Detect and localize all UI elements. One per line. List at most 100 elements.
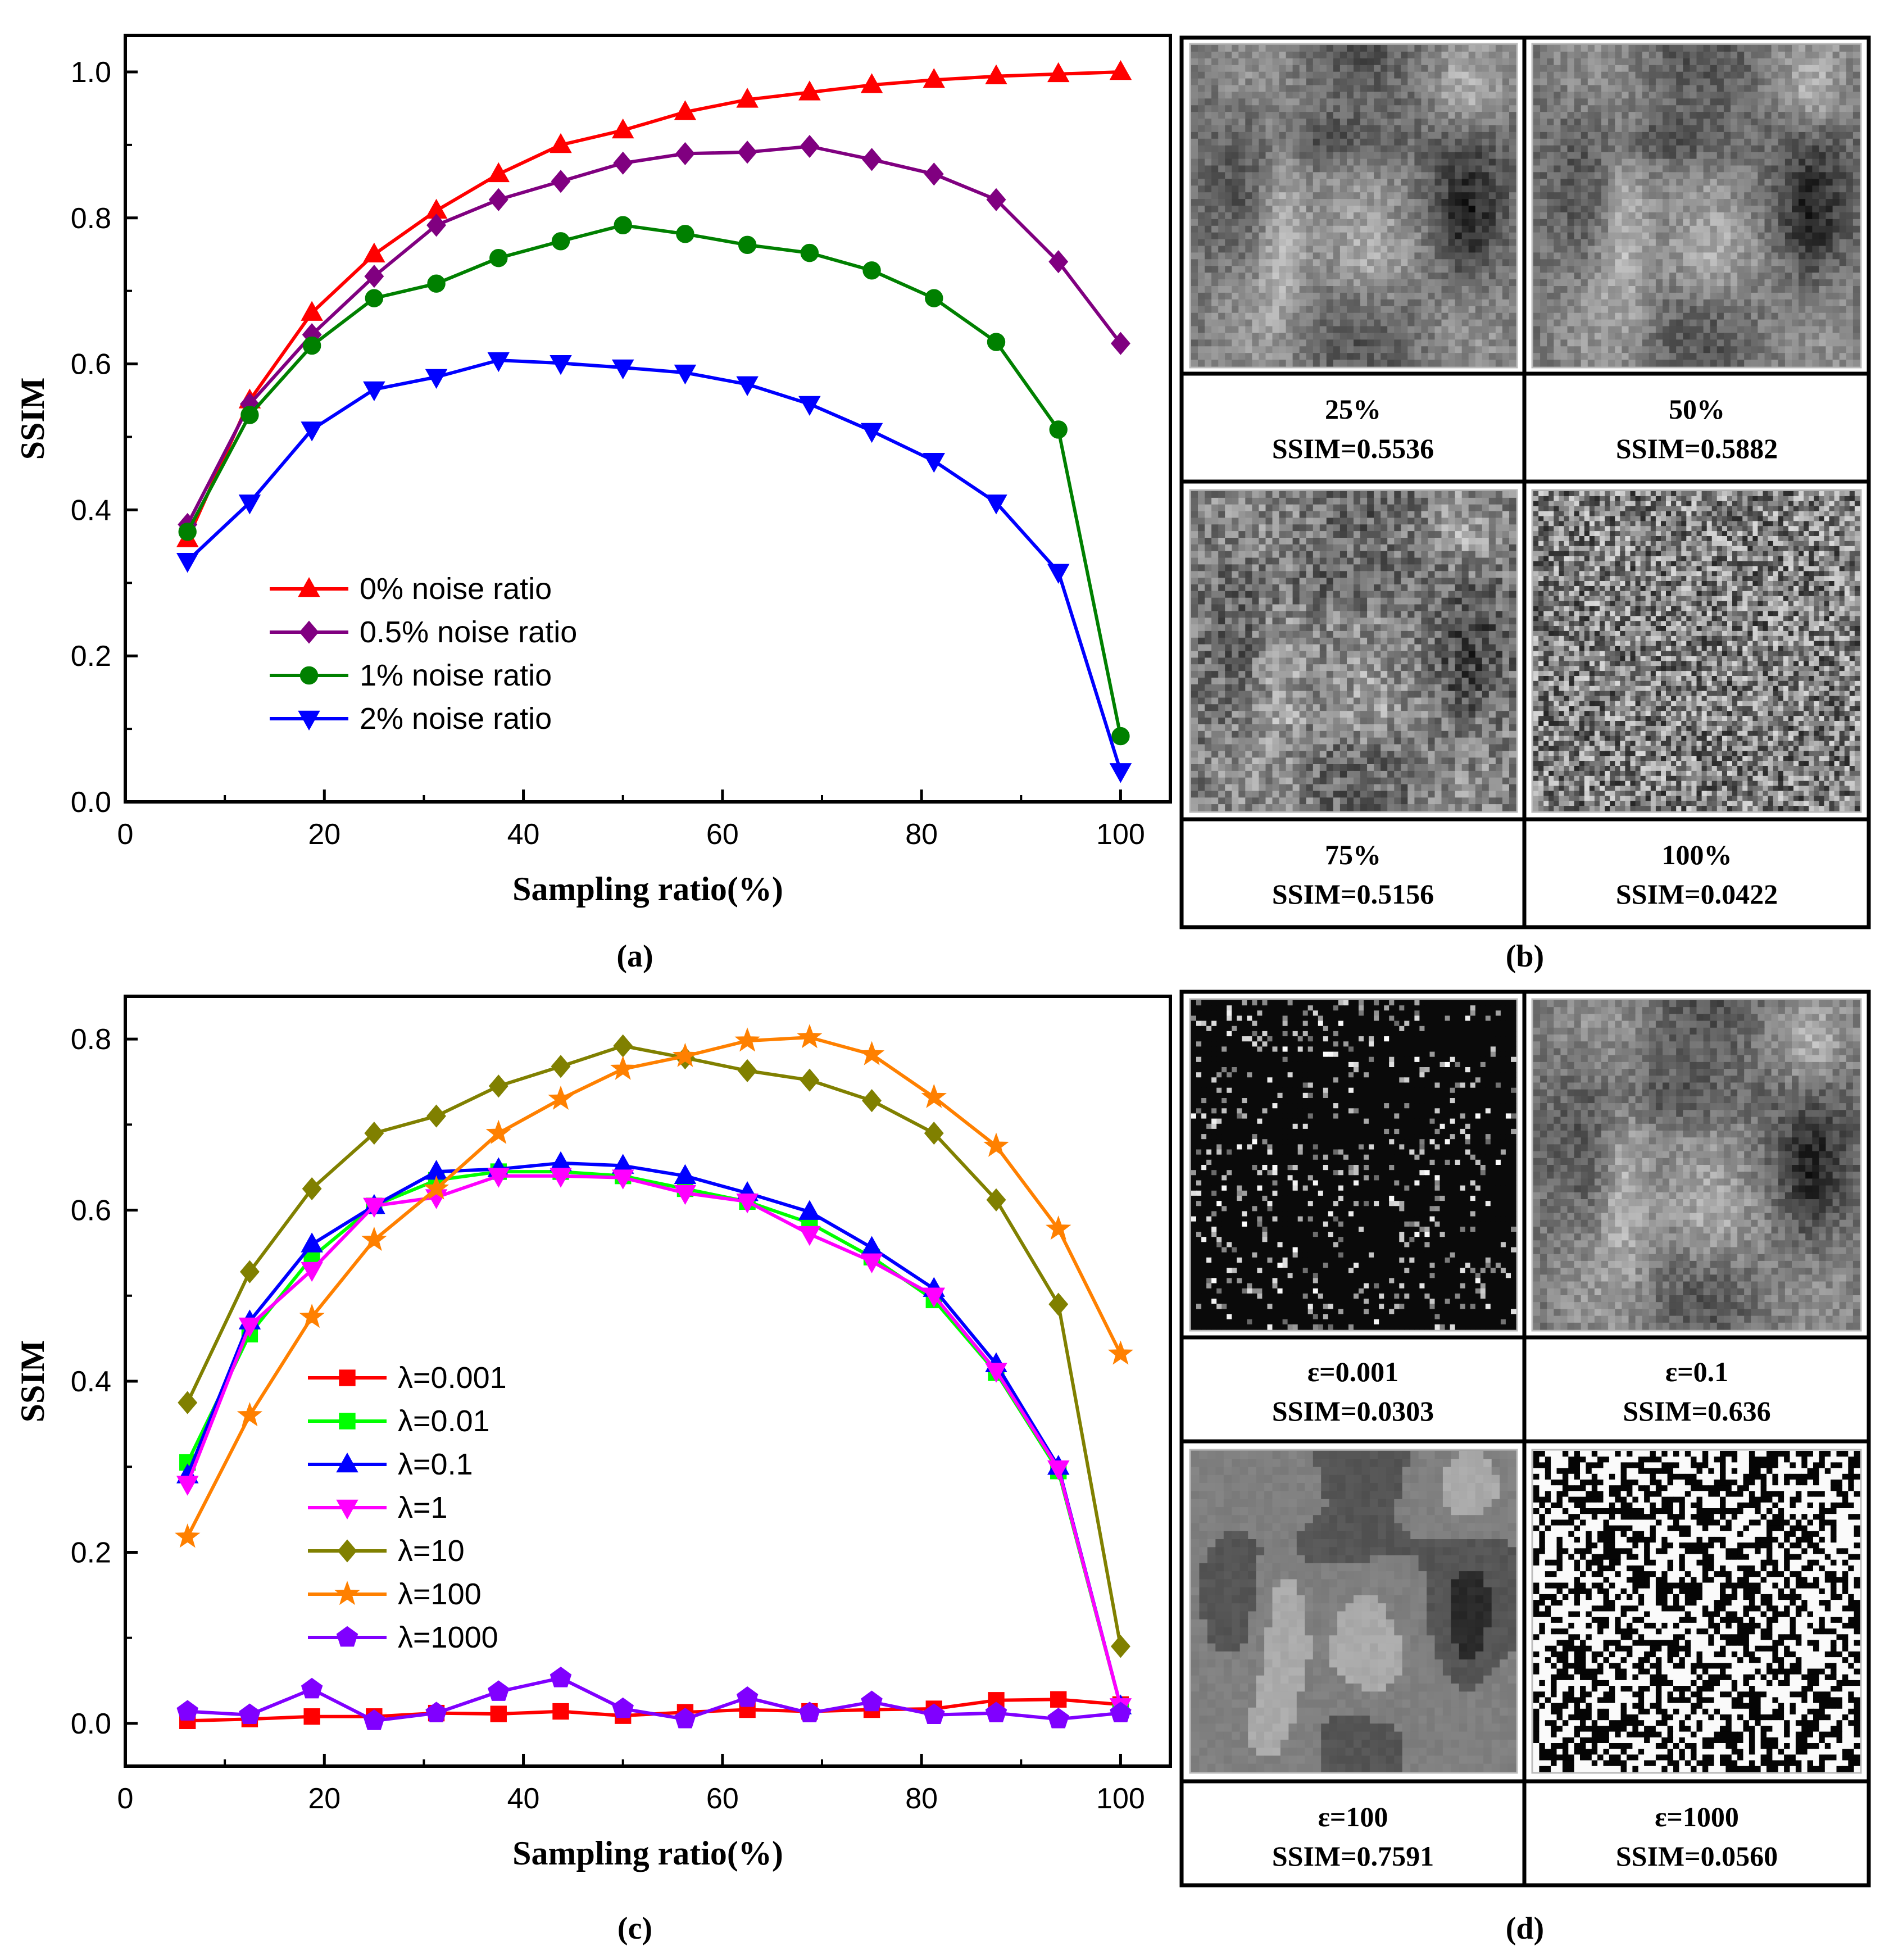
data-point [363,242,385,262]
data-point [488,1680,510,1701]
series-line [186,1170,1123,1707]
caption-b-0-title: 25% [1325,393,1381,425]
data-point [299,1303,325,1328]
data-point [923,1287,946,1308]
legend-item: λ=1 [308,1491,448,1525]
data-point [798,1200,821,1220]
caption-d-0-ssim: SSIM=0.0303 [1272,1395,1434,1427]
data-point [238,494,261,515]
caption-b-1-ssim: SSIM=0.5882 [1616,433,1778,464]
y-tick-label: 0.6 [71,1195,111,1227]
legend-marker [337,1539,357,1563]
data-point [674,1708,696,1728]
data-point [301,1677,323,1699]
data-point [364,1122,384,1145]
x-tick-label: 40 [507,818,540,851]
legend-marker [298,577,320,597]
data-point [178,523,197,541]
data-point [925,289,943,307]
data-point [302,336,321,355]
y-tick-label: 0.4 [71,1365,111,1398]
data-point [674,100,697,120]
y-tick-label: 0.0 [71,1708,111,1740]
caption-b-3-title: 100% [1662,839,1732,870]
data-point [361,1226,387,1251]
legend-item: 1% noise ratio [270,659,552,692]
panel-label-b: (b) [1506,939,1544,974]
data-point [923,68,946,88]
data-point [738,235,757,255]
legend-label: 0% noise ratio [360,572,552,606]
data-point [923,1703,945,1724]
legend-marker [339,1369,356,1386]
data-point [736,1194,759,1214]
x-tick-label: 100 [1096,1782,1145,1815]
data-point [178,1391,198,1414]
data-point [860,423,883,443]
data-point [363,381,385,402]
data-point [550,133,572,153]
data-point [490,1705,507,1722]
data-point [548,1085,574,1110]
data-point [986,188,1006,211]
data-point [737,1059,757,1082]
series-line [186,144,1122,525]
x-tick-label: 0 [117,818,134,851]
data-point [426,1104,447,1128]
data-point [176,1476,199,1496]
data-point [800,243,819,262]
y-tick-label: 0.2 [71,640,111,673]
data-point [1109,60,1132,80]
ssim-vs-noise-chart: 0 20 40 60 80 100 0.0 0.2 0.4 0.6 0.8 1.0 Sampling r… [14,34,1172,908]
data-point [797,1024,823,1049]
data-point [1111,727,1130,746]
caption-d-0-title: ε=0.001 [1307,1356,1398,1387]
data-point [736,88,759,108]
series-0pct-noise-ratio [176,60,1132,547]
data-point [1109,763,1132,783]
series-line [187,1676,1121,1723]
data-point [675,142,695,165]
caption-b-2-title: 75% [1325,839,1381,870]
data-point [176,1700,198,1721]
series-lambda-10 [178,1034,1130,1658]
data-point [301,301,323,321]
legend-item: 2% noise ratio [270,702,552,736]
data-point [551,1055,571,1078]
y-axis-label: SSIM [14,1340,51,1423]
data-point [488,188,508,211]
data-point [487,1168,510,1188]
image-texture-75pct [1191,491,1516,811]
caption-d-1-title: ε=0.1 [1665,1356,1728,1387]
legend-label: λ=1 [398,1491,448,1525]
data-point [301,1232,323,1253]
data-point [1110,1635,1130,1658]
y-tick-label: 1.0 [71,56,111,89]
legend-label: λ=10 [398,1534,465,1568]
x-axis-label: Sampling ratio(%) [512,870,783,908]
legend-label: 2% noise ratio [360,702,552,736]
data-point [550,1168,572,1188]
legend-item: λ=0.1 [308,1448,473,1481]
legend-label: 0.5% noise ratio [360,615,577,649]
legend-marker [334,1581,360,1605]
data-point [798,1702,821,1722]
data-point [985,1363,1007,1383]
data-point [985,494,1007,515]
legend: 0% noise ratio 0.5% noise ratio 1% noise r… [270,572,577,736]
data-point [240,406,259,424]
data-point [550,355,572,375]
ssim-vs-lambda-chart: 0 20 40 60 80 100 0.0 0.2 0.4 0.6 0.8 Sampling rati… [14,995,1172,1872]
data-point [552,1703,569,1720]
data-point [612,1697,634,1718]
x-tick-label: 60 [706,818,739,851]
data-point [1047,1460,1070,1481]
data-point [363,1197,385,1218]
data-point [364,265,384,288]
legend-item: λ=100 [308,1577,482,1611]
legend-label: λ=0.01 [398,1404,490,1438]
data-point [798,80,821,101]
data-point [303,1708,320,1725]
data-point [363,1709,385,1730]
